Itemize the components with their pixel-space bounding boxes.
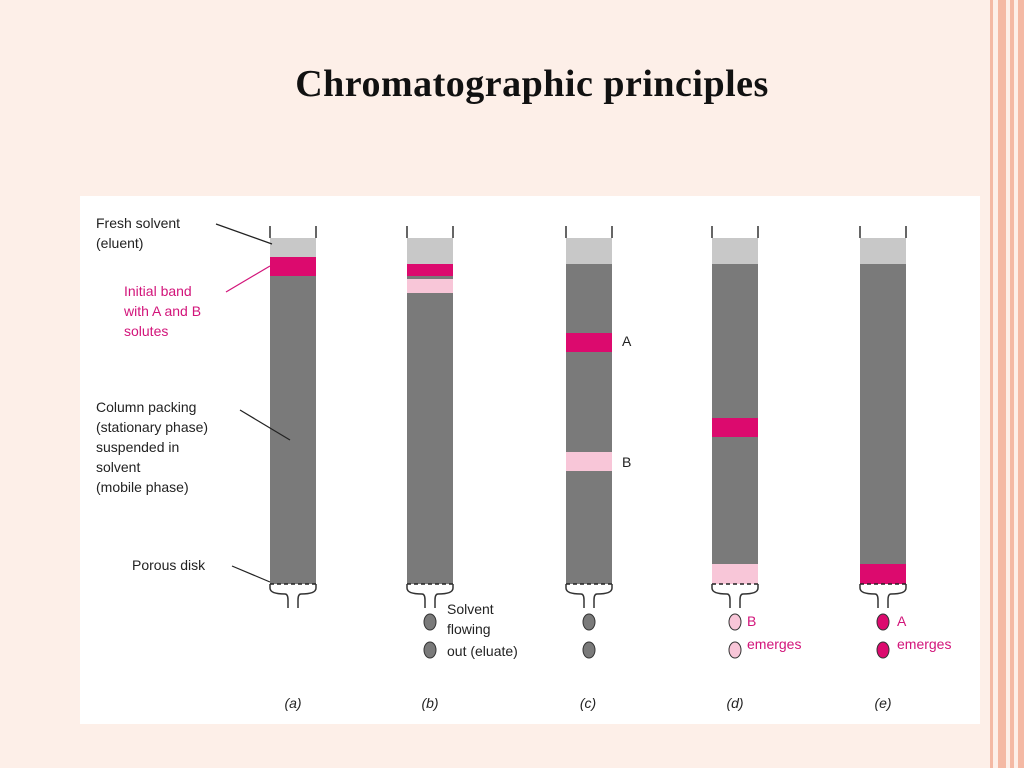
label-fresh-solvent-2: (eluent) (96, 235, 143, 251)
emerges-labels: B emerges A emerges (747, 613, 951, 652)
column-b-band-a-lower (407, 269, 453, 276)
label-band-a: A (622, 333, 632, 349)
label-band-b: B (622, 454, 631, 470)
chromatography-diagram: Fresh solvent (eluent) Initial band with… (96, 215, 951, 711)
label-column-packing-4: solvent (96, 459, 140, 475)
column-b-packing (407, 264, 453, 584)
column-c-band-b (566, 452, 612, 471)
column-a-solvent (270, 238, 316, 257)
pointer-initial-band (225, 265, 271, 293)
column-c-drop-1 (582, 613, 596, 631)
column-b-drop-1 (423, 613, 437, 631)
label-column-packing-3: suspended in (96, 439, 179, 455)
label-solvent-flowing-2: flowing (447, 621, 491, 637)
label-b-emerges-2: emerges (747, 636, 801, 652)
column-b-outlet-right (434, 584, 454, 608)
column-a-packing (270, 257, 316, 584)
column-b-band-a (407, 264, 453, 269)
column-d-solvent (712, 238, 758, 264)
label-initial-band-1: Initial band (124, 283, 192, 299)
column-d-band-b (712, 564, 758, 584)
column-b-band-b (407, 279, 453, 293)
column-e-band-a (860, 564, 906, 584)
column-b-solvent (407, 238, 453, 264)
column-e-solvent (860, 238, 906, 264)
label-initial-band-3: solutes (124, 323, 168, 339)
label-porous-disk: Porous disk (132, 557, 206, 573)
column-c-outlet-right (593, 584, 613, 608)
label-initial-band-2: with A and B (123, 303, 201, 319)
column-e-outlet-left (859, 584, 879, 608)
pointer-fresh-solvent (215, 223, 273, 245)
column-d-drop-1 (728, 613, 742, 631)
label-column-packing-2: (stationary phase) (96, 419, 208, 435)
column-a-outlet-left (269, 584, 289, 608)
label-column-packing-5: (mobile phase) (96, 479, 189, 495)
column-c-outlet-left (565, 584, 585, 608)
column-b-drop-2 (423, 641, 437, 659)
label-a-emerges-1: A (897, 613, 907, 629)
decorative-side-stripes (990, 0, 1024, 768)
pointer-porous-disk (231, 565, 271, 583)
panel-caption-e: (e) (874, 695, 891, 711)
label-solvent-flowing-3: out (eluate) (447, 643, 518, 659)
chromatography-figure: Fresh solvent (eluent) Initial band with… (80, 196, 980, 724)
panel-caption-c: (c) (580, 695, 596, 711)
column-a-band-ab (270, 257, 316, 276)
column-d-band-a (712, 418, 758, 437)
slide-title: Chromatographic principles (295, 63, 769, 105)
column-d-outlet-left (711, 584, 731, 608)
panel-caption-d: (d) (726, 695, 743, 711)
column-e-outlet-right (887, 584, 907, 608)
label-column-packing-1: Column packing (96, 399, 196, 415)
left-labels: Fresh solvent (eluent) Initial band with… (96, 215, 291, 583)
label-solvent-flowing-1: Solvent (447, 601, 494, 617)
column-c-band-a (566, 333, 612, 352)
column-a-outlet-right (297, 584, 317, 608)
column-b-outlet-left (406, 584, 426, 608)
column-e-packing (860, 264, 906, 584)
column-d-drop-2 (728, 641, 742, 659)
label-a-emerges-2: emerges (897, 636, 951, 652)
pointer-column-packing (239, 409, 291, 441)
column-c-drop-2 (582, 641, 596, 659)
label-fresh-solvent-1: Fresh solvent (96, 215, 180, 231)
column-c-packing (566, 264, 612, 584)
column-d-outlet-right (739, 584, 759, 608)
columns-group (269, 226, 907, 659)
column-e-drop-1 (876, 613, 890, 631)
panel-caption-b: (b) (421, 695, 438, 711)
panel-captions: (a) (b) (c) (d) (e) (284, 695, 891, 711)
column-e-drop-2 (876, 641, 890, 659)
panel-caption-a: (a) (284, 695, 301, 711)
column-c-solvent (566, 238, 612, 264)
eluate-labels: Solvent flowing out (eluate) (447, 601, 518, 659)
label-b-emerges-1: B (747, 613, 756, 629)
